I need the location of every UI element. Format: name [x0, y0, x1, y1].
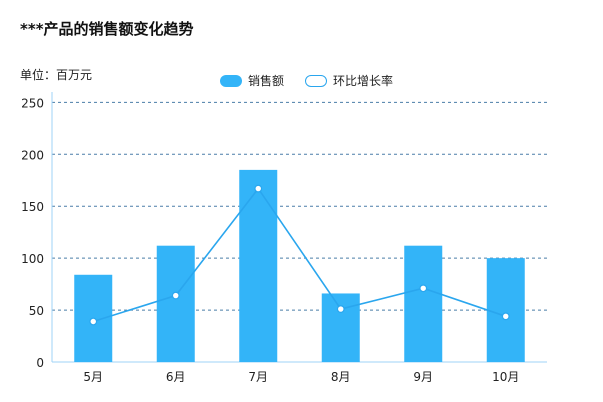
legend-label-sales: 销售额: [248, 74, 285, 88]
bar: [239, 169, 278, 362]
bar: [156, 245, 195, 362]
y-tick-label: 100: [21, 252, 44, 266]
y-tick-label: 50: [29, 304, 44, 318]
y-tick-label: 0: [36, 356, 44, 370]
bar: [404, 245, 443, 362]
legend-item-sales[interactable]: 销售额: [220, 72, 284, 89]
x-tick-label: 9月: [413, 370, 433, 384]
line-point: [171, 291, 180, 300]
unit-label: 单位：百万元: [20, 68, 93, 82]
chart-title: ***产品的销售额变化趋势: [20, 20, 194, 38]
line-point: [419, 284, 428, 293]
x-tick-label: 6月: [166, 370, 186, 384]
legend-swatch-bar: [220, 74, 242, 87]
x-tick-label: 10月: [492, 370, 519, 384]
legend: 销售额 环比增长率: [0, 72, 603, 90]
bar: [321, 293, 360, 362]
line-point: [501, 312, 510, 321]
y-tick-label: 150: [21, 200, 44, 214]
line-point: [254, 184, 263, 193]
growth-line: [93, 187, 507, 323]
legend-item-growth[interactable]: 环比增长率: [305, 72, 393, 89]
y-tick-label: 250: [21, 96, 44, 110]
line-point: [89, 317, 98, 326]
x-tick-label: 8月: [331, 370, 351, 384]
legend-swatch-line: [305, 74, 327, 87]
line-point: [336, 305, 345, 313]
bar: [486, 258, 525, 362]
x-tick-label: 7月: [248, 370, 268, 384]
x-tick-label: 5月: [83, 370, 103, 384]
legend-label-growth: 环比增长率: [333, 74, 394, 88]
y-tick-label: 200: [21, 148, 44, 162]
